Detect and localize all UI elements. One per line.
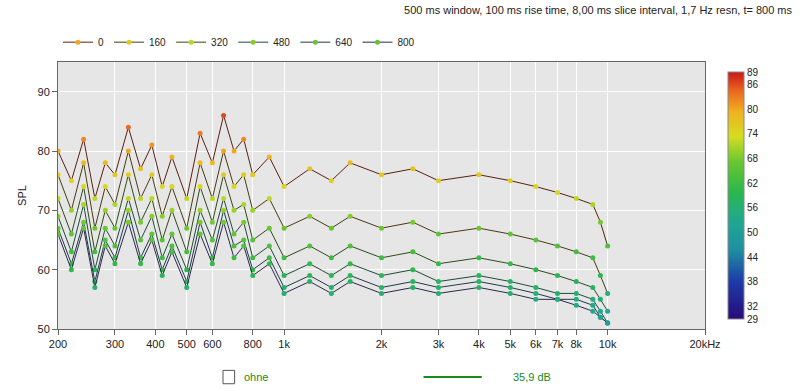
svg-text:600: 600 bbox=[203, 338, 221, 350]
svg-text:80: 80 bbox=[38, 145, 50, 157]
svg-text:89: 89 bbox=[747, 67, 759, 78]
svg-text:29: 29 bbox=[747, 314, 759, 325]
svg-text:60: 60 bbox=[38, 264, 50, 276]
svg-text:80: 80 bbox=[747, 104, 759, 115]
svg-text:1k: 1k bbox=[278, 338, 290, 350]
svg-text:50: 50 bbox=[38, 323, 50, 335]
svg-text:640: 640 bbox=[335, 37, 352, 48]
svg-text:0: 0 bbox=[98, 37, 104, 48]
svg-text:4k: 4k bbox=[473, 338, 485, 350]
svg-text:320: 320 bbox=[211, 37, 228, 48]
svg-text:44: 44 bbox=[747, 252, 759, 263]
svg-text:2k: 2k bbox=[376, 338, 388, 350]
svg-text:300: 300 bbox=[106, 338, 124, 350]
svg-text:86: 86 bbox=[747, 79, 759, 90]
svg-text:68: 68 bbox=[747, 153, 759, 164]
svg-text:6k: 6k bbox=[530, 338, 542, 350]
svg-text:3k: 3k bbox=[433, 338, 445, 350]
svg-text:10k: 10k bbox=[599, 338, 617, 350]
svg-text:7k: 7k bbox=[552, 338, 564, 350]
svg-text:50: 50 bbox=[747, 227, 759, 238]
svg-text:SPL: SPL bbox=[16, 185, 28, 206]
svg-text:32: 32 bbox=[747, 301, 759, 312]
svg-text:90: 90 bbox=[38, 86, 50, 98]
svg-text:200: 200 bbox=[49, 338, 67, 350]
svg-text:ohne: ohne bbox=[244, 371, 268, 383]
svg-text:5k: 5k bbox=[504, 338, 516, 350]
svg-text:500 ms window, 100 ms rise tim: 500 ms window, 100 ms rise time, 8,00 ms… bbox=[404, 4, 792, 16]
svg-text:8k: 8k bbox=[570, 338, 582, 350]
svg-text:800: 800 bbox=[244, 338, 262, 350]
svg-text:70: 70 bbox=[38, 204, 50, 216]
svg-text:38: 38 bbox=[747, 276, 759, 287]
svg-text:160: 160 bbox=[149, 37, 166, 48]
svg-text:20kHz: 20kHz bbox=[689, 338, 720, 350]
svg-text:480: 480 bbox=[273, 37, 290, 48]
svg-text:800: 800 bbox=[397, 37, 414, 48]
svg-text:56: 56 bbox=[747, 202, 759, 213]
svg-text:74: 74 bbox=[747, 128, 759, 139]
svg-text:62: 62 bbox=[747, 178, 759, 189]
svg-text:35,9 dB: 35,9 dB bbox=[513, 371, 551, 383]
svg-text:500: 500 bbox=[178, 338, 196, 350]
svg-text:400: 400 bbox=[146, 338, 164, 350]
